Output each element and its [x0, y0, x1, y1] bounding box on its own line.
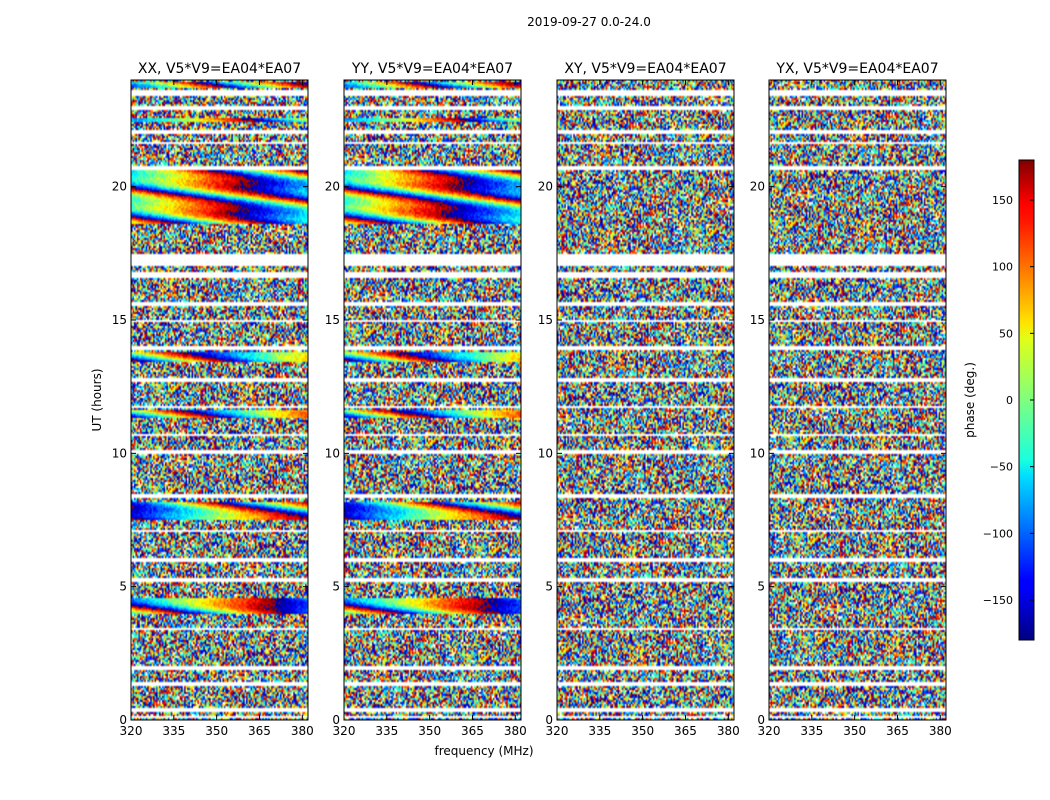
- colorbar-tick-label: −50: [990, 461, 1013, 474]
- x-tick-label: 365: [886, 724, 909, 738]
- x-tick-label: 380: [717, 724, 740, 738]
- heatmap-image-xx: [131, 80, 308, 720]
- x-tick-label: 380: [929, 724, 952, 738]
- y-tick-label: 5: [119, 580, 127, 594]
- panel-frame: [130, 79, 309, 721]
- panel-frame: [556, 79, 735, 721]
- y-tick-label: 5: [545, 580, 553, 594]
- colorbar-tick-label: 150: [992, 194, 1013, 207]
- y-tick-label: 20: [112, 180, 127, 194]
- x-axis-label: frequency (MHz): [434, 744, 533, 758]
- colorbar-ticks: 150 100 50 0 −50 −100 −150: [983, 194, 1034, 607]
- x-tick-label: 335: [375, 724, 398, 738]
- panel-title: XY, V5*V9=EA04*EA07: [564, 61, 726, 77]
- panel-title: XX, V5*V9=EA04*EA07: [138, 61, 301, 77]
- x-tick-label: 380: [504, 724, 527, 738]
- panels-group: XX, V5*V9=EA04*EA07 320 335 350 365 380 0 5 10 15…: [112, 61, 952, 738]
- heatmap-image-xy: [557, 80, 734, 720]
- y-tick-label: 0: [545, 713, 553, 727]
- panel-xx: XX, V5*V9=EA04*EA07 320 335 350 365 380 0 5 10 15…: [112, 61, 314, 738]
- colorbar-label: phase (deg.): [963, 362, 977, 438]
- x-tick-label: 350: [843, 724, 866, 738]
- x-tick-label: 365: [674, 724, 697, 738]
- panel-xy: XY, V5*V9=EA04*EA07 320 335 350 365 380 0 5 10 15…: [538, 61, 740, 738]
- y-tick-label: 0: [757, 713, 765, 727]
- y-tick-label: 15: [325, 313, 340, 327]
- y-tick-label: 15: [112, 313, 127, 327]
- x-tick-label: 335: [800, 724, 823, 738]
- y-tick-label: 0: [332, 713, 340, 727]
- colorbar-tick-label: 50: [999, 327, 1013, 340]
- colorbar: 150 100 50 0 −50 −100 −150 phase (deg.): [963, 159, 1035, 641]
- x-tick-label: 320: [120, 724, 143, 738]
- heatmap-image-yy: [344, 80, 521, 720]
- y-tick-label: 10: [538, 446, 553, 460]
- y-tick-label: 15: [750, 313, 765, 327]
- x-tick-label: 365: [248, 724, 271, 738]
- x-tick-label: 335: [162, 724, 185, 738]
- colorbar-tick-label: 100: [992, 261, 1013, 274]
- y-tick-label: 10: [750, 446, 765, 460]
- y-tick-label: 5: [332, 580, 340, 594]
- x-tick-label: 350: [631, 724, 654, 738]
- panel-frame: [343, 79, 522, 721]
- panel-title: YX, V5*V9=EA04*EA07: [775, 61, 938, 77]
- colorbar-tick-label: −150: [983, 594, 1013, 607]
- y-tick-label: 5: [757, 580, 765, 594]
- x-tick-label: 320: [333, 724, 356, 738]
- y-tick-label: 15: [538, 313, 553, 327]
- colorbar-tick-label: 0: [1006, 394, 1013, 407]
- panel-yx: YX, V5*V9=EA04*EA07 320 335 350 365 380 0 5 10 15…: [750, 61, 952, 738]
- y-tick-label: 20: [325, 180, 340, 194]
- panel-frame: [768, 79, 947, 721]
- figure-title: 2019-09-27 0.0-24.0: [527, 15, 651, 29]
- heatmap-image-yx: [769, 80, 946, 720]
- x-tick-label: 365: [461, 724, 484, 738]
- x-tick-label: 380: [291, 724, 314, 738]
- y-tick-label: 10: [325, 446, 340, 460]
- y-tick-label: 20: [538, 180, 553, 194]
- panel-yy: YY, V5*V9=EA04*EA07 320 335 350 365 380 0 5 10 15…: [325, 61, 527, 738]
- x-tick-label: 320: [758, 724, 781, 738]
- y-tick-label: 20: [750, 180, 765, 194]
- x-tick-label: 335: [588, 724, 611, 738]
- x-tick-label: 320: [546, 724, 569, 738]
- y-tick-label: 10: [112, 446, 127, 460]
- x-tick-label: 350: [418, 724, 441, 738]
- y-axis-label: UT (hours): [90, 368, 104, 431]
- y-tick-label: 0: [119, 713, 127, 727]
- x-tick-label: 350: [205, 724, 228, 738]
- panel-title: YY, V5*V9=EA04*EA07: [351, 61, 513, 77]
- colorbar-tick-label: −100: [983, 527, 1013, 540]
